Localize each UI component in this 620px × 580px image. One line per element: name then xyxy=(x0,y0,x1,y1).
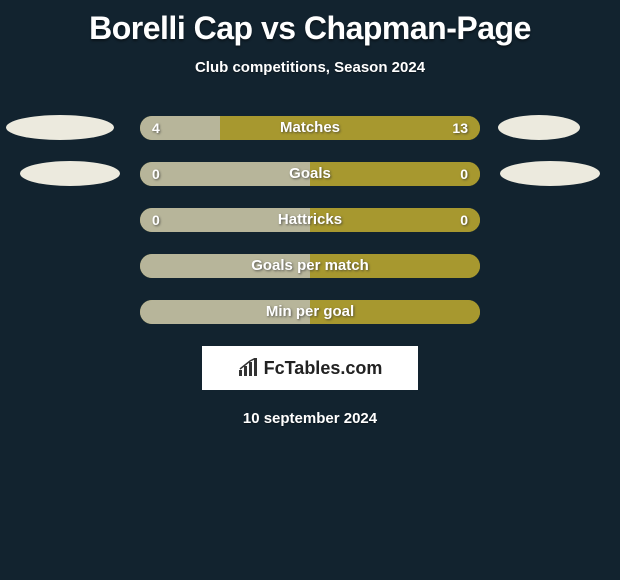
subtitle: Club competitions, Season 2024 xyxy=(0,59,620,76)
bar-track: 00Hattricks xyxy=(140,208,480,232)
logo-text: FcTables.com xyxy=(264,358,383,379)
bar-fill-left xyxy=(140,300,310,324)
stat-row: Goals per match xyxy=(0,254,620,278)
stat-row: Min per goal xyxy=(0,300,620,324)
left-value: 0 xyxy=(152,212,160,228)
stat-row: 00Hattricks xyxy=(0,208,620,232)
bar-fill-right xyxy=(310,254,480,278)
bar-fill-right xyxy=(310,300,480,324)
bar-track: Min per goal xyxy=(140,300,480,324)
bar-track: 00Goals xyxy=(140,162,480,186)
left-value: 4 xyxy=(152,120,160,136)
bar-track: 413Matches xyxy=(140,116,480,140)
left-value: 0 xyxy=(152,166,160,182)
bar-values: 4 13 xyxy=(140,116,480,140)
page-title: Borelli Cap vs Chapman-Page xyxy=(0,0,620,47)
decorative-ellipse xyxy=(20,161,120,186)
decorative-ellipse xyxy=(500,161,600,186)
right-value: 13 xyxy=(452,120,468,136)
bar-track: Goals per match xyxy=(140,254,480,278)
right-value: 0 xyxy=(460,166,468,182)
bar-values: 00 xyxy=(140,208,480,232)
right-value: 0 xyxy=(460,212,468,228)
decorative-ellipse xyxy=(498,115,580,140)
logo-box: FcTables.com xyxy=(202,346,418,390)
stat-row: 413Matches xyxy=(0,116,620,140)
bar-values: 00 xyxy=(140,162,480,186)
date-text: 10 september 2024 xyxy=(0,410,620,427)
stat-row: 00Goals xyxy=(0,162,620,186)
logo: FcTables.com xyxy=(238,358,383,379)
bar-fill-left xyxy=(140,254,310,278)
comparison-chart: 413Matches00Goals00HattricksGoals per ma… xyxy=(0,116,620,324)
bar-chart-icon xyxy=(238,358,260,378)
decorative-ellipse xyxy=(6,115,114,140)
